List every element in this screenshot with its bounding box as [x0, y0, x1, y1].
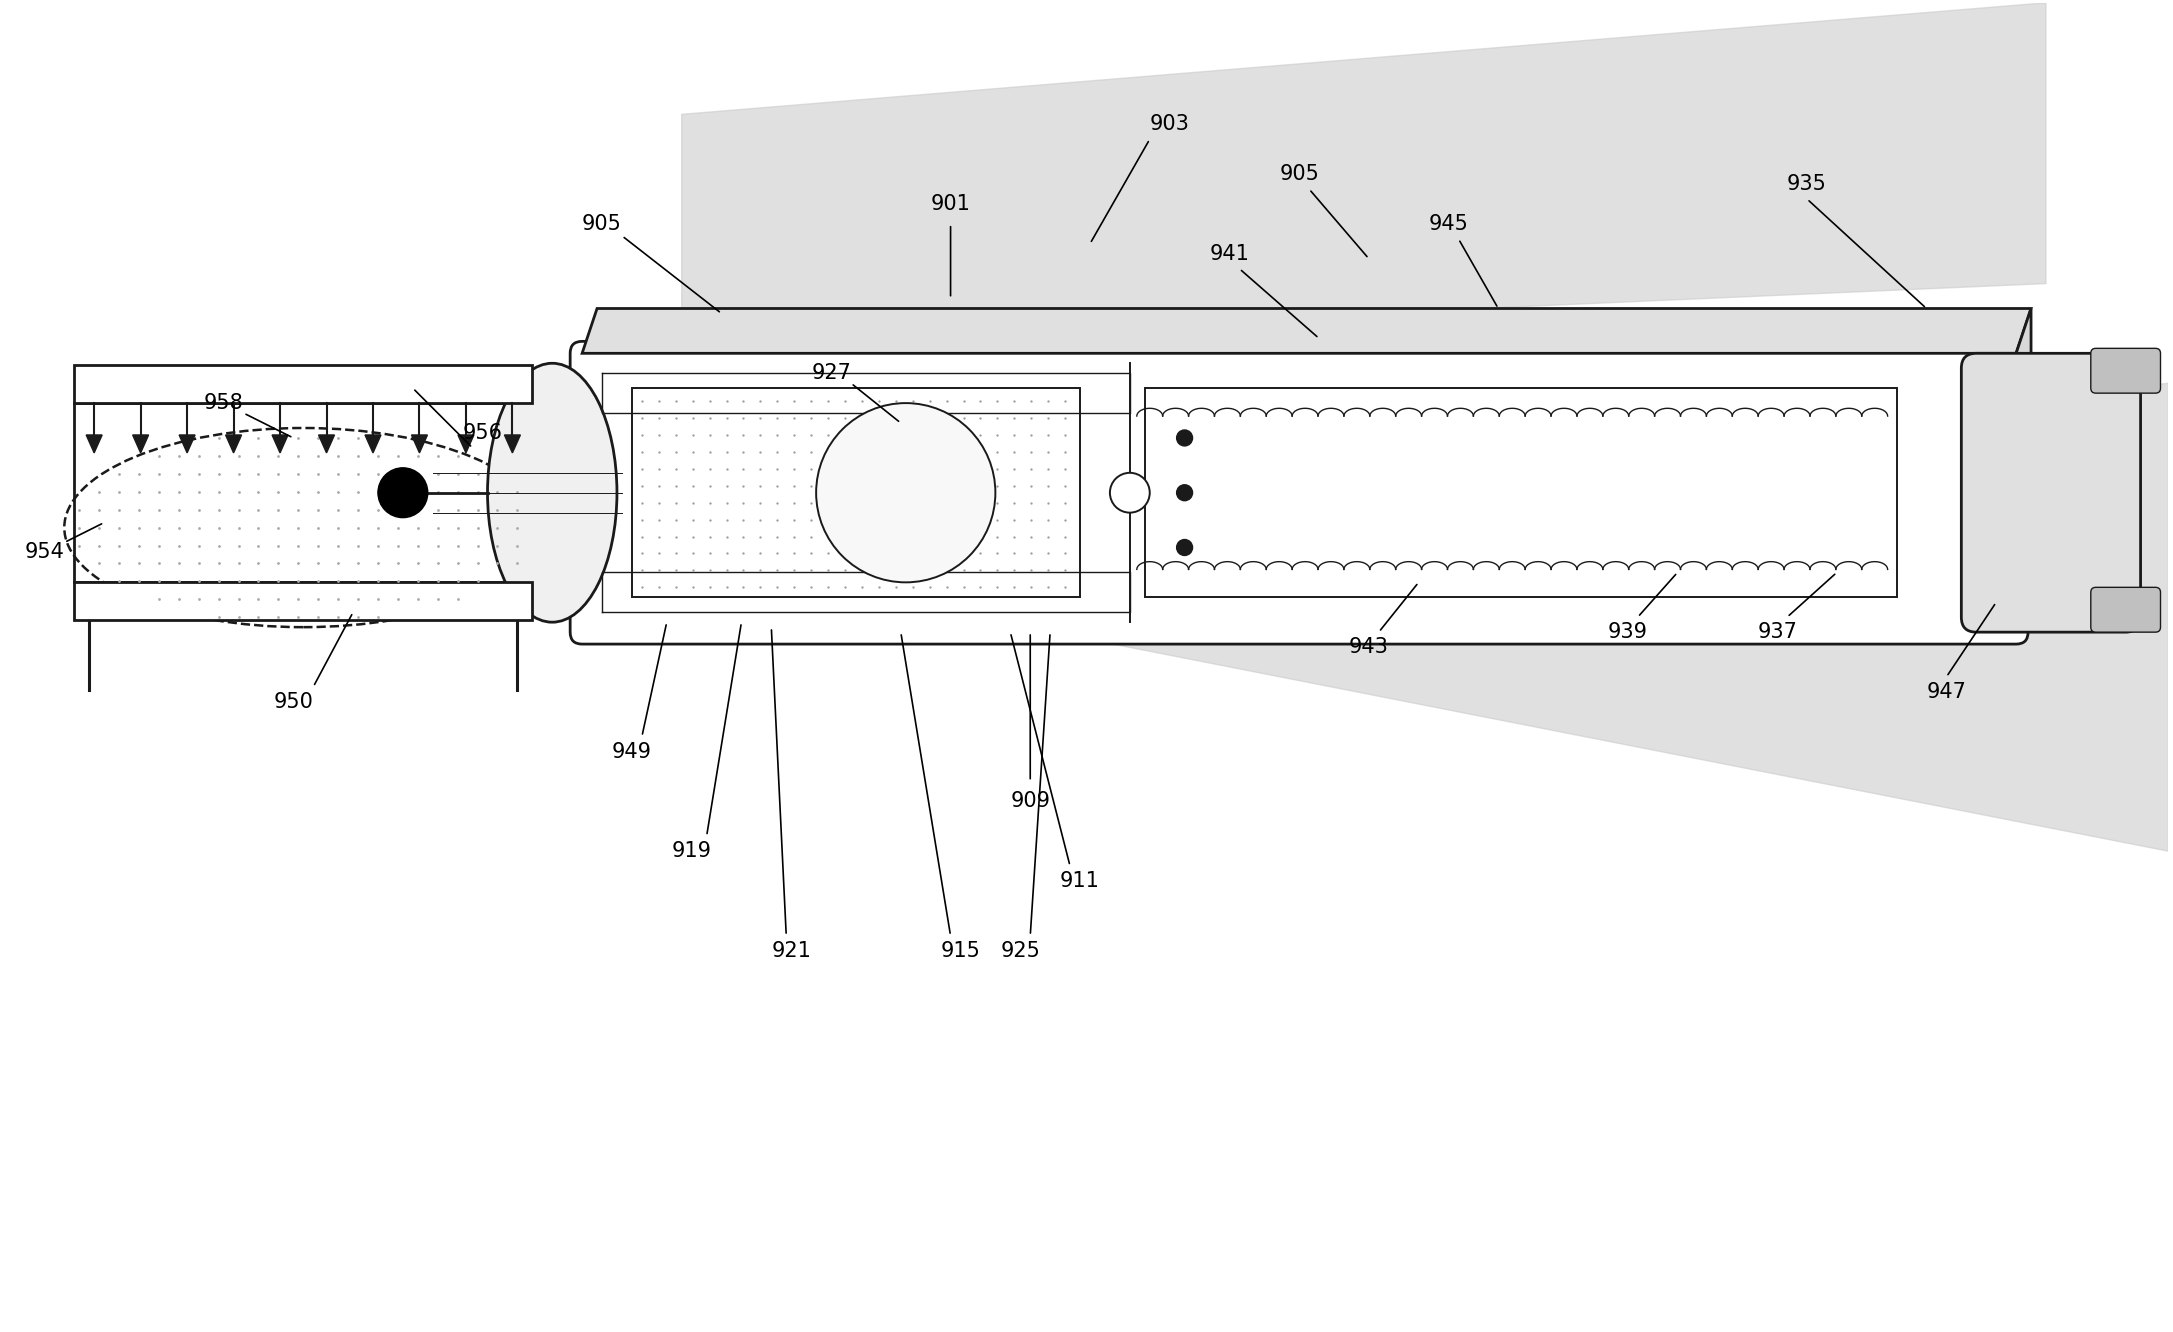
Bar	[74, 582, 532, 621]
Text: 935: 935	[1786, 174, 1827, 194]
Circle shape	[1176, 430, 1193, 446]
Text: 925: 925	[1000, 940, 1041, 960]
Polygon shape	[272, 436, 289, 453]
Text: 954: 954	[24, 542, 65, 562]
Circle shape	[378, 468, 428, 518]
Circle shape	[1110, 473, 1150, 513]
Text: 950: 950	[274, 691, 313, 711]
FancyBboxPatch shape	[2090, 349, 2160, 393]
Bar	[1145, 388, 1897, 597]
Text: 927: 927	[811, 364, 852, 384]
Text: 919: 919	[671, 842, 711, 862]
Bar	[563, 368, 641, 617]
Text: 921: 921	[771, 940, 811, 960]
Polygon shape	[226, 436, 241, 453]
Bar	[74, 404, 532, 582]
Polygon shape	[459, 436, 474, 453]
Text: 911: 911	[1060, 871, 1100, 891]
Bar	[632, 388, 1080, 597]
Text: 909: 909	[1010, 791, 1050, 811]
Text: 941: 941	[1210, 244, 1249, 264]
Text: 901: 901	[930, 194, 971, 214]
Polygon shape	[178, 436, 196, 453]
Polygon shape	[319, 436, 335, 453]
Circle shape	[817, 404, 995, 582]
Bar	[74, 365, 532, 404]
Ellipse shape	[487, 364, 617, 622]
Polygon shape	[411, 436, 428, 453]
FancyBboxPatch shape	[569, 341, 2027, 645]
FancyBboxPatch shape	[1962, 353, 2140, 633]
Text: 943: 943	[1349, 637, 1389, 657]
Polygon shape	[950, 384, 2169, 851]
Polygon shape	[87, 436, 102, 453]
Text: 903: 903	[1150, 115, 1189, 135]
Circle shape	[1176, 539, 1193, 555]
Text: 937: 937	[1758, 622, 1797, 642]
Text: 905: 905	[1280, 164, 1319, 184]
FancyBboxPatch shape	[2090, 587, 2160, 633]
Text: 915: 915	[941, 940, 980, 960]
Text: 958: 958	[204, 393, 243, 413]
Circle shape	[1176, 485, 1193, 501]
Text: 949: 949	[613, 742, 652, 762]
Polygon shape	[582, 309, 2032, 353]
Text: 956: 956	[463, 424, 502, 444]
Polygon shape	[365, 436, 380, 453]
Polygon shape	[2017, 309, 2032, 633]
Text: 939: 939	[1608, 622, 1647, 642]
Polygon shape	[682, 3, 2047, 344]
Text: 945: 945	[1428, 214, 1469, 234]
Text: 947: 947	[1927, 682, 1967, 702]
Polygon shape	[133, 436, 148, 453]
Text: 905: 905	[582, 214, 621, 234]
Polygon shape	[504, 436, 519, 453]
